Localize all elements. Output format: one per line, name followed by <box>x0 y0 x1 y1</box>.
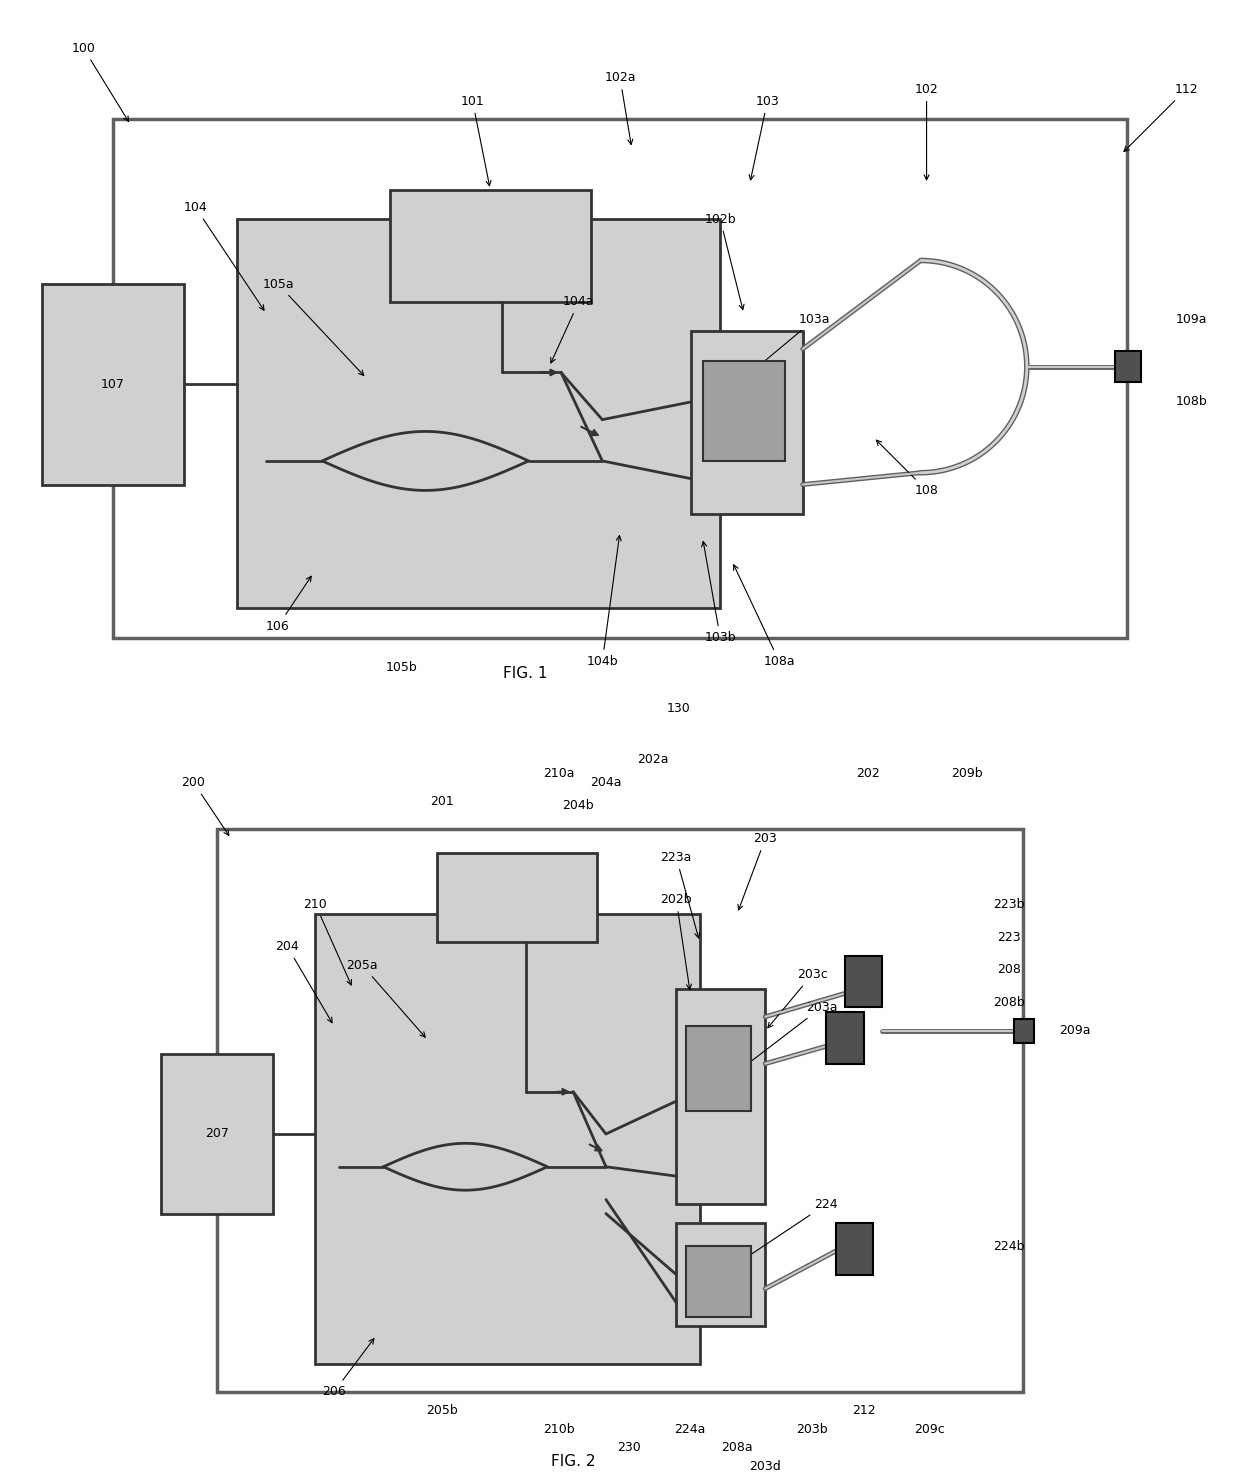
Text: 203d: 203d <box>749 1461 781 1473</box>
Text: 210b: 210b <box>543 1422 575 1436</box>
Text: 108: 108 <box>877 440 939 497</box>
Text: 203b: 203b <box>796 1422 828 1436</box>
Text: 100: 100 <box>72 42 129 122</box>
Text: 103: 103 <box>749 95 779 179</box>
Text: 104b: 104b <box>587 535 621 667</box>
Text: 105a: 105a <box>262 277 363 375</box>
Bar <box>237 219 720 608</box>
Text: 206: 206 <box>322 1339 374 1398</box>
Text: 102b: 102b <box>704 212 744 310</box>
Text: 109a: 109a <box>1177 313 1208 326</box>
Bar <box>161 1054 273 1213</box>
Text: 112: 112 <box>1123 83 1198 151</box>
Text: 208: 208 <box>997 964 1021 976</box>
Text: 204a: 204a <box>590 776 621 789</box>
Bar <box>676 989 765 1204</box>
Text: 204b: 204b <box>562 799 594 813</box>
Bar <box>1013 1019 1034 1043</box>
Text: 230: 230 <box>618 1441 641 1455</box>
Bar <box>703 360 785 461</box>
Text: 200: 200 <box>181 776 229 835</box>
Text: 205b: 205b <box>427 1404 458 1416</box>
Text: 207: 207 <box>205 1127 229 1140</box>
Text: 202b: 202b <box>661 893 692 989</box>
Bar <box>836 1223 873 1274</box>
Bar <box>676 1223 765 1326</box>
Text: FIG. 2: FIG. 2 <box>551 1455 595 1470</box>
Text: 210a: 210a <box>543 767 575 780</box>
Bar <box>686 1026 751 1111</box>
Text: 209a: 209a <box>1059 1025 1090 1037</box>
Bar <box>1115 351 1141 383</box>
Bar <box>844 957 883 1007</box>
Bar <box>113 119 1127 638</box>
Text: 108b: 108b <box>1176 396 1208 408</box>
Text: 103a: 103a <box>746 313 831 375</box>
Text: 208a: 208a <box>722 1441 753 1455</box>
Text: 130: 130 <box>667 701 691 715</box>
Bar <box>217 829 1023 1391</box>
Text: 212: 212 <box>852 1404 875 1416</box>
Bar <box>826 1011 864 1063</box>
Text: 203a: 203a <box>745 1001 837 1066</box>
Text: FIG. 1: FIG. 1 <box>503 666 548 681</box>
Text: 203: 203 <box>738 832 777 911</box>
Bar <box>686 1246 751 1317</box>
Text: 105b: 105b <box>386 661 418 673</box>
Text: 201: 201 <box>430 795 454 808</box>
Text: 223: 223 <box>997 931 1021 943</box>
Text: 205a: 205a <box>346 958 425 1037</box>
Text: 209c: 209c <box>914 1422 945 1436</box>
Text: 224: 224 <box>745 1198 838 1258</box>
Text: 224a: 224a <box>675 1422 706 1436</box>
Text: 203c: 203c <box>768 968 827 1028</box>
Text: 106: 106 <box>267 577 311 633</box>
Text: 108a: 108a <box>734 565 795 667</box>
Text: 223b: 223b <box>993 897 1024 911</box>
Text: 224b: 224b <box>993 1240 1024 1253</box>
Text: 101: 101 <box>461 95 491 185</box>
Text: 210: 210 <box>304 897 351 985</box>
Text: 223a: 223a <box>661 851 699 937</box>
Text: 107: 107 <box>100 378 125 392</box>
Text: 208b: 208b <box>993 997 1024 1010</box>
Text: 204: 204 <box>275 940 332 1023</box>
Bar <box>42 285 184 485</box>
Text: 202: 202 <box>857 767 880 780</box>
Text: 104: 104 <box>184 200 264 310</box>
Bar <box>315 914 699 1363</box>
Text: 102: 102 <box>915 83 939 179</box>
Bar <box>391 190 590 301</box>
Text: 102a: 102a <box>604 71 636 144</box>
Text: 209b: 209b <box>951 767 982 780</box>
Text: 103b: 103b <box>702 541 737 644</box>
Bar <box>438 853 596 942</box>
Text: 202a: 202a <box>637 752 668 765</box>
Bar <box>691 331 802 515</box>
Text: 104a: 104a <box>551 295 594 363</box>
